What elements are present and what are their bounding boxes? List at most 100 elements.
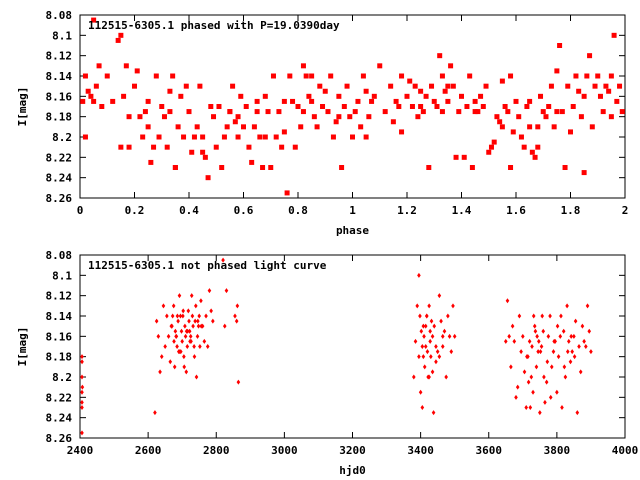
data-point [510,323,515,329]
data-point [423,323,428,329]
data-point [276,109,282,115]
data-point [543,399,547,405]
data-point [309,98,315,104]
data-point [80,399,84,405]
data-point [555,323,560,329]
data-point [531,313,536,319]
data-point [510,129,516,135]
data-point [420,109,426,115]
data-point [440,333,445,339]
data-point [533,328,538,334]
data-point [208,104,214,109]
data-point [235,134,241,140]
data-point [561,328,566,334]
data-point [243,104,249,109]
data-point [153,73,159,79]
x-tick-label: 4000 [612,444,639,457]
data-point [425,349,430,355]
data-point [205,344,210,349]
data-point [182,354,186,360]
data-point [415,114,421,120]
data-point [174,333,179,339]
data-point [538,93,544,99]
data-point [546,333,551,339]
data-point [565,83,571,89]
x-tick-label: 1.8 [561,204,581,217]
data-point [198,344,202,349]
data-point [537,338,541,344]
data-point [464,104,470,109]
data-point [254,98,260,104]
data-point [189,149,195,155]
data-point [585,303,590,309]
data-point [178,93,184,99]
data-point [488,144,494,150]
data-point [619,109,625,115]
data-point [145,98,151,104]
data-point [522,369,527,375]
data-point [333,119,339,125]
x-tick-label: 1.4 [452,204,472,217]
data-point [552,338,556,344]
data-point [192,344,196,349]
data-point [513,98,519,104]
data-point [434,359,438,365]
data-point [311,114,317,120]
data-point [450,83,456,89]
data-point [582,338,586,344]
data-point [204,313,208,319]
data-point [524,104,530,109]
data-point [363,134,369,140]
data-point [193,318,197,324]
data-point [123,63,129,69]
data-point [211,318,215,324]
data-point [412,83,418,89]
x-axis-ticks: 0 0.2 0.4 0.6 0.8 1 1.2 1.4 1.6 1.8 2 [77,15,628,217]
data-point [548,394,553,400]
data-point [509,364,513,370]
x-tick-label: 3600 [476,444,503,457]
y-tick-label: 8.18 [46,351,73,364]
data-point [486,149,492,155]
data-point [118,144,124,150]
data-point [219,165,225,170]
data-point [494,114,500,120]
data-point [535,144,541,150]
x-tick-label: 0.4 [179,204,199,217]
chart-title: 112515-6305.1 not phased light curve [88,259,327,272]
data-point [453,154,459,160]
data-point [611,32,617,38]
data-point [181,313,185,319]
data-point [167,88,173,94]
data-point [499,124,505,130]
data-point [197,83,203,89]
data-point [440,344,445,349]
phased-light-curve-panel: 8.08 8.1 8.12 8.14 8.16 8.18 8.2 8.22 8.24 8.26 0… [16,9,628,237]
data-point [554,68,560,74]
data-point [262,93,268,99]
data-point [407,78,413,84]
data-point [427,374,431,380]
data-point [246,144,252,150]
y-axis-label: I[mag] [16,87,29,127]
data-point [192,354,197,360]
data-point [290,98,296,104]
data-point [265,109,271,115]
y-axis-label: I[mag] [16,327,29,367]
data-point [80,98,86,104]
data-point [179,328,184,334]
data-point [521,333,525,339]
data-point [151,144,157,150]
data-point [227,109,233,115]
data-point [531,389,535,395]
data-point [580,323,585,329]
data-point [211,114,217,120]
data-point [185,344,190,349]
data-point [576,88,582,94]
data-point [534,364,539,370]
data-point [233,313,237,319]
data-point [429,83,435,89]
data-point [281,98,287,104]
data-point [544,379,549,385]
data-point [189,293,194,299]
